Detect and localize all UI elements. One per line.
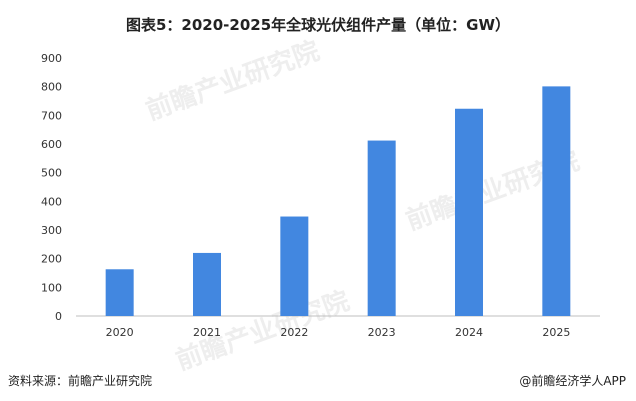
y-tick-label: 0 — [55, 310, 62, 323]
bar-2024 — [455, 108, 483, 317]
watermark-text: 前瞻产业研究院 — [142, 35, 324, 126]
x-tick-label: 2021 — [193, 326, 221, 339]
y-tick-label: 600 — [41, 138, 62, 151]
bar-2020 — [105, 269, 134, 316]
y-tick-label: 400 — [41, 195, 62, 208]
x-tick-label: 2023 — [368, 326, 396, 339]
bar-2021 — [193, 252, 221, 316]
y-tick-label: 300 — [41, 224, 62, 237]
y-tick-label: 800 — [41, 81, 62, 94]
bar-2022 — [280, 216, 309, 316]
y-tick-label: 700 — [41, 109, 62, 122]
x-tick-label: 2022 — [280, 326, 308, 339]
bars — [105, 86, 571, 317]
bar-2023 — [367, 140, 396, 316]
x-tick-label: 2024 — [455, 326, 483, 339]
bar-2025 — [542, 86, 571, 316]
x-tick-label: 2020 — [106, 326, 134, 339]
credit-note: @前瞻经济学人APP — [519, 374, 626, 388]
chart-title: 图表5：2020-2025年全球光伏组件产量（单位：GW） — [125, 16, 511, 34]
y-tick-label: 900 — [41, 52, 62, 65]
y-axis: 0 100 200 300 400 500 600 700 800 900 — [41, 52, 62, 323]
x-axis: 2020 2021 2022 2023 2024 2025 — [106, 326, 571, 339]
y-tick-label: 200 — [41, 253, 62, 266]
y-tick-label: 500 — [41, 167, 62, 180]
y-tick-label: 100 — [41, 281, 62, 294]
source-note: 资料来源：前瞻产业研究院 — [8, 374, 153, 388]
x-tick-label: 2025 — [542, 326, 570, 339]
